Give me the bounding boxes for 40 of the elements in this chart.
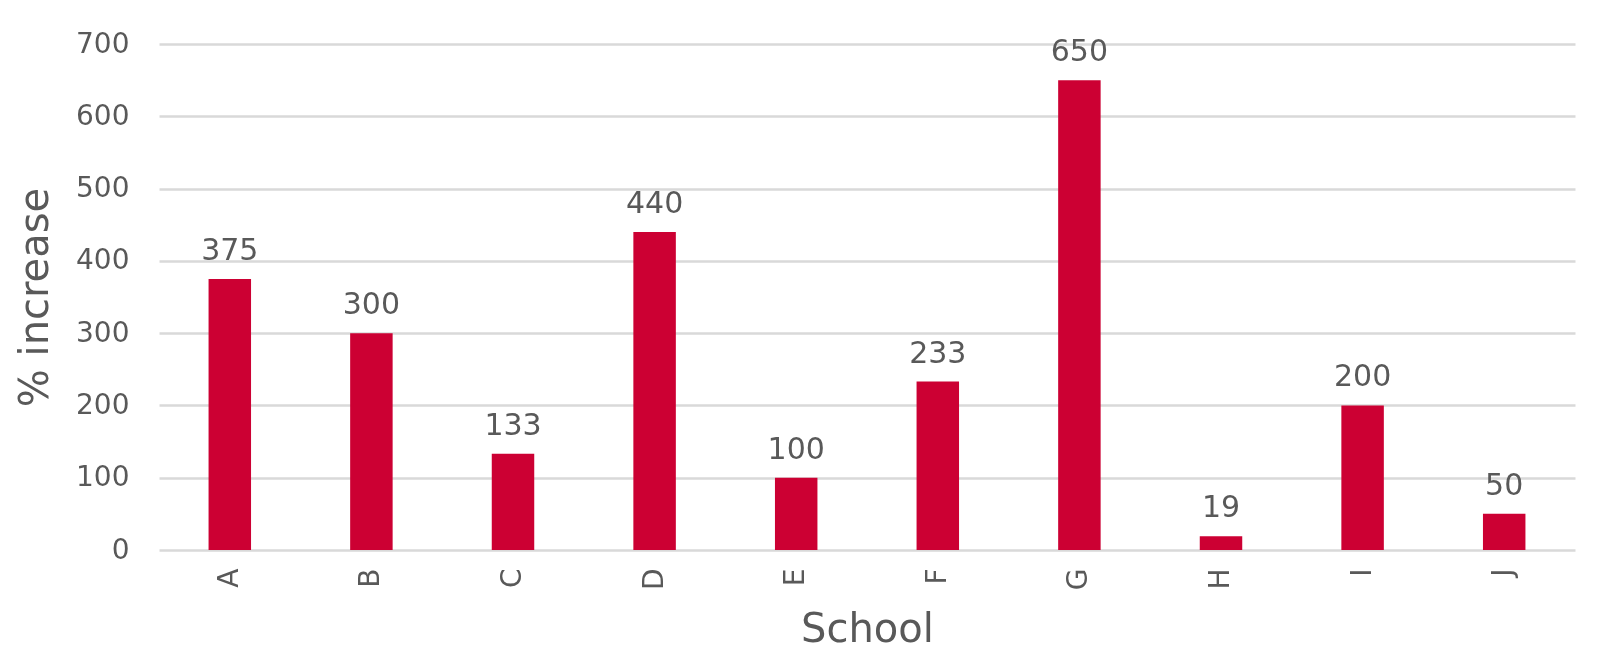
x-axis-title: School	[801, 605, 934, 652]
y-tick-label: 300	[76, 315, 130, 349]
x-tick-label: A	[211, 568, 245, 588]
bar	[1058, 80, 1101, 550]
data-label: 650	[1050, 33, 1109, 69]
x-tick-label: D	[636, 568, 670, 591]
data-label: 133	[484, 406, 542, 442]
data-label: 100	[767, 430, 825, 466]
bar	[1482, 513, 1526, 550]
x-tick-label: H	[1203, 568, 1236, 590]
x-tick-label: J	[1486, 568, 1520, 579]
y-tick-label: 600	[76, 98, 130, 132]
x-tick-label: C	[495, 568, 528, 589]
x-tick-label: E	[778, 568, 812, 587]
x-tick-label: G	[1061, 568, 1095, 591]
y-tick-label: 0	[111, 532, 130, 566]
data-label: 50	[1485, 466, 1524, 502]
data-label: 233	[909, 334, 967, 370]
y-tick-label: 100	[76, 460, 130, 494]
y-tick-label: 700	[76, 26, 130, 60]
data-label: 440	[625, 184, 684, 220]
y-tick-label: 500	[76, 171, 130, 205]
y-axis-title: % increase	[11, 187, 58, 408]
bar	[916, 381, 960, 550]
data-label: 375	[201, 231, 259, 267]
bar	[491, 453, 535, 550]
bar	[1199, 536, 1243, 550]
bar	[633, 231, 676, 550]
bar	[1341, 405, 1384, 550]
data-label: 300	[342, 286, 401, 322]
x-tick-label: B	[353, 568, 387, 588]
x-tick-label: I	[1344, 568, 1378, 577]
bar	[774, 477, 818, 550]
data-label: 19	[1201, 489, 1241, 525]
bar	[350, 333, 393, 550]
bar	[208, 278, 252, 550]
x-tick-label: F	[919, 568, 953, 585]
y-tick-label: 400	[76, 243, 130, 277]
y-tick-label: 200	[76, 387, 130, 421]
data-label: 200	[1333, 358, 1392, 394]
